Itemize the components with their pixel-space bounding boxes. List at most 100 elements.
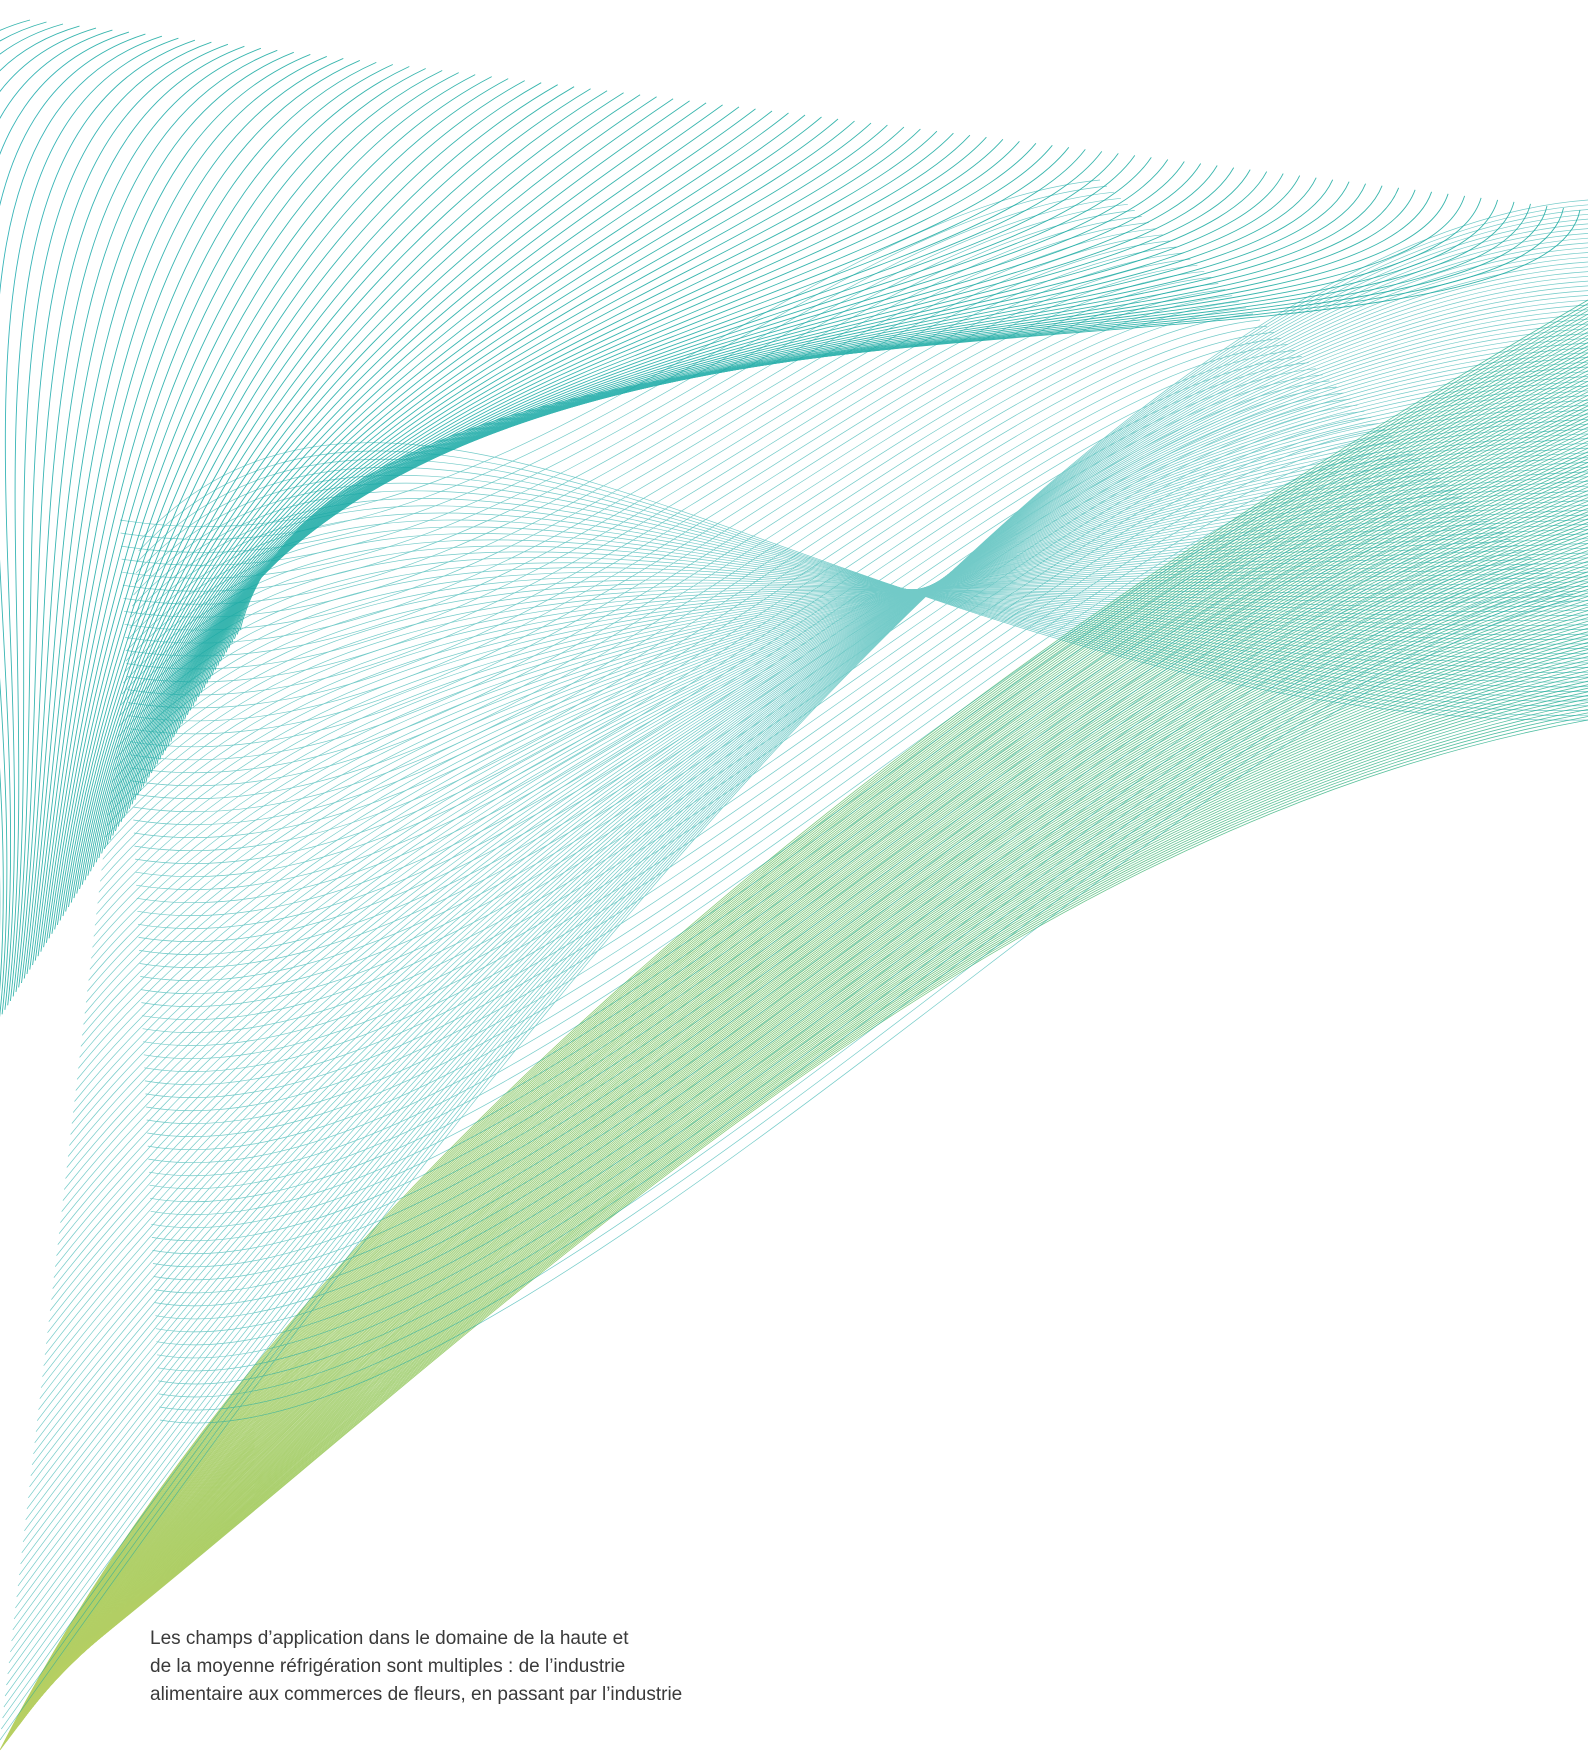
mesh-strand bbox=[25, 295, 1588, 1521]
mesh-strand bbox=[89, 533, 1588, 970]
mesh-strand bbox=[114, 575, 1588, 761]
cross-strand bbox=[144, 441, 1400, 1085]
lime-strand bbox=[31, 522, 1588, 1708]
mesh-strand bbox=[17, 266, 1588, 1587]
teal-strand bbox=[23, 51, 294, 979]
lime-strand bbox=[18, 430, 1588, 1726]
teal-strand bbox=[18, 47, 262, 988]
teal-strand bbox=[231, 203, 1531, 644]
teal-strand bbox=[109, 114, 806, 841]
mesh-strand bbox=[70, 462, 1588, 1135]
lime-strand bbox=[29, 507, 1588, 1711]
cross-strand bbox=[136, 356, 1302, 904]
lime-strand bbox=[15, 409, 1588, 1730]
teal-strand bbox=[115, 118, 839, 832]
teal-strand bbox=[43, 66, 410, 948]
teal-strand bbox=[34, 59, 360, 961]
lime-strand bbox=[50, 656, 1588, 1683]
lime-strand bbox=[13, 394, 1588, 1733]
mesh-strand bbox=[84, 514, 1588, 1014]
teal-strand bbox=[120, 122, 872, 823]
cross-strand bbox=[146, 453, 1414, 1111]
cross-strand bbox=[159, 599, 1581, 1424]
mesh-strand bbox=[139, 442, 1588, 721]
lime-strand bbox=[46, 624, 1588, 1689]
lime-line-group bbox=[0, 299, 1588, 1751]
lime-strand bbox=[29, 511, 1588, 1710]
mesh-strand bbox=[21, 280, 1588, 1554]
teal-strand bbox=[15, 45, 245, 992]
lime-strand bbox=[9, 370, 1588, 1737]
mesh-strand bbox=[71, 466, 1588, 1124]
cross-strand bbox=[141, 410, 1365, 1020]
mesh-strand bbox=[116, 567, 1588, 739]
lime-strand bbox=[19, 440, 1588, 1724]
teal-strand bbox=[148, 143, 1037, 778]
lime-strand bbox=[48, 642, 1588, 1686]
lime-strand bbox=[33, 536, 1588, 1706]
lime-strand bbox=[4, 334, 1588, 1744]
lime-strand bbox=[32, 529, 1588, 1707]
lime-strand bbox=[10, 377, 1588, 1736]
mesh-strand bbox=[22, 285, 1588, 1543]
cross-strand bbox=[125, 240, 1170, 657]
teal-strand bbox=[21, 49, 278, 984]
mesh-strand bbox=[63, 438, 1588, 1190]
mesh-strand bbox=[51, 390, 1588, 1300]
mesh-strand bbox=[128, 512, 1588, 678]
mesh-strand bbox=[40, 352, 1588, 1388]
teal-strand bbox=[211, 189, 1416, 675]
mesh-strand bbox=[16, 261, 1588, 1598]
lime-strand bbox=[52, 670, 1588, 1680]
teal-strand bbox=[137, 134, 971, 796]
lime-strand bbox=[34, 546, 1588, 1704]
cross-strand bbox=[147, 465, 1428, 1137]
mesh-strand bbox=[0, 199, 1588, 1741]
mesh-strand bbox=[45, 371, 1588, 1344]
mesh-strand bbox=[138, 450, 1588, 716]
teal-strand bbox=[112, 116, 822, 836]
cross-strand bbox=[152, 520, 1490, 1254]
cross-strand bbox=[133, 325, 1268, 839]
teal-strand bbox=[117, 120, 855, 827]
teal-strand bbox=[222, 197, 1482, 657]
lime-strand bbox=[45, 617, 1588, 1690]
mesh-strand bbox=[43, 361, 1588, 1366]
mesh-strand bbox=[38, 342, 1588, 1410]
mesh-strand bbox=[76, 485, 1588, 1080]
lime-strand bbox=[11, 384, 1588, 1735]
cross-strand bbox=[145, 447, 1407, 1098]
mesh-strand bbox=[75, 481, 1588, 1091]
mesh-strand bbox=[44, 366, 1588, 1355]
teal-strand bbox=[65, 82, 542, 912]
teal-strand bbox=[12, 43, 229, 997]
mesh-strand bbox=[69, 457, 1588, 1146]
lime-strand bbox=[35, 550, 1588, 1703]
mesh-strand bbox=[12, 247, 1588, 1631]
cross-strand bbox=[157, 575, 1553, 1371]
lime-strand bbox=[9, 366, 1588, 1738]
lime-strand bbox=[59, 719, 1588, 1671]
mesh-strand bbox=[35, 333, 1588, 1432]
lime-strand bbox=[28, 500, 1588, 1712]
teal-strand bbox=[90, 100, 690, 872]
mesh-strand bbox=[111, 582, 1588, 783]
mesh-strand bbox=[129, 505, 1588, 683]
lime-strand bbox=[10, 373, 1588, 1737]
lime-strand bbox=[2, 320, 1588, 1747]
cross-strand bbox=[125, 234, 1163, 644]
lime-strand bbox=[15, 412, 1588, 1729]
teal-strand bbox=[73, 88, 591, 899]
cross-strand bbox=[146, 459, 1421, 1124]
lime-strand bbox=[42, 596, 1588, 1694]
cross-strand bbox=[149, 490, 1455, 1189]
mesh-strand bbox=[88, 528, 1588, 981]
lime-strand bbox=[38, 571, 1588, 1699]
lime-strand bbox=[55, 687, 1588, 1677]
lime-strand bbox=[25, 479, 1588, 1716]
cross-strand bbox=[126, 252, 1184, 683]
mesh-strand bbox=[57, 414, 1588, 1245]
mesh-strand bbox=[4, 218, 1588, 1697]
teal-strand bbox=[0, 33, 146, 1018]
cross-strand bbox=[132, 313, 1254, 813]
